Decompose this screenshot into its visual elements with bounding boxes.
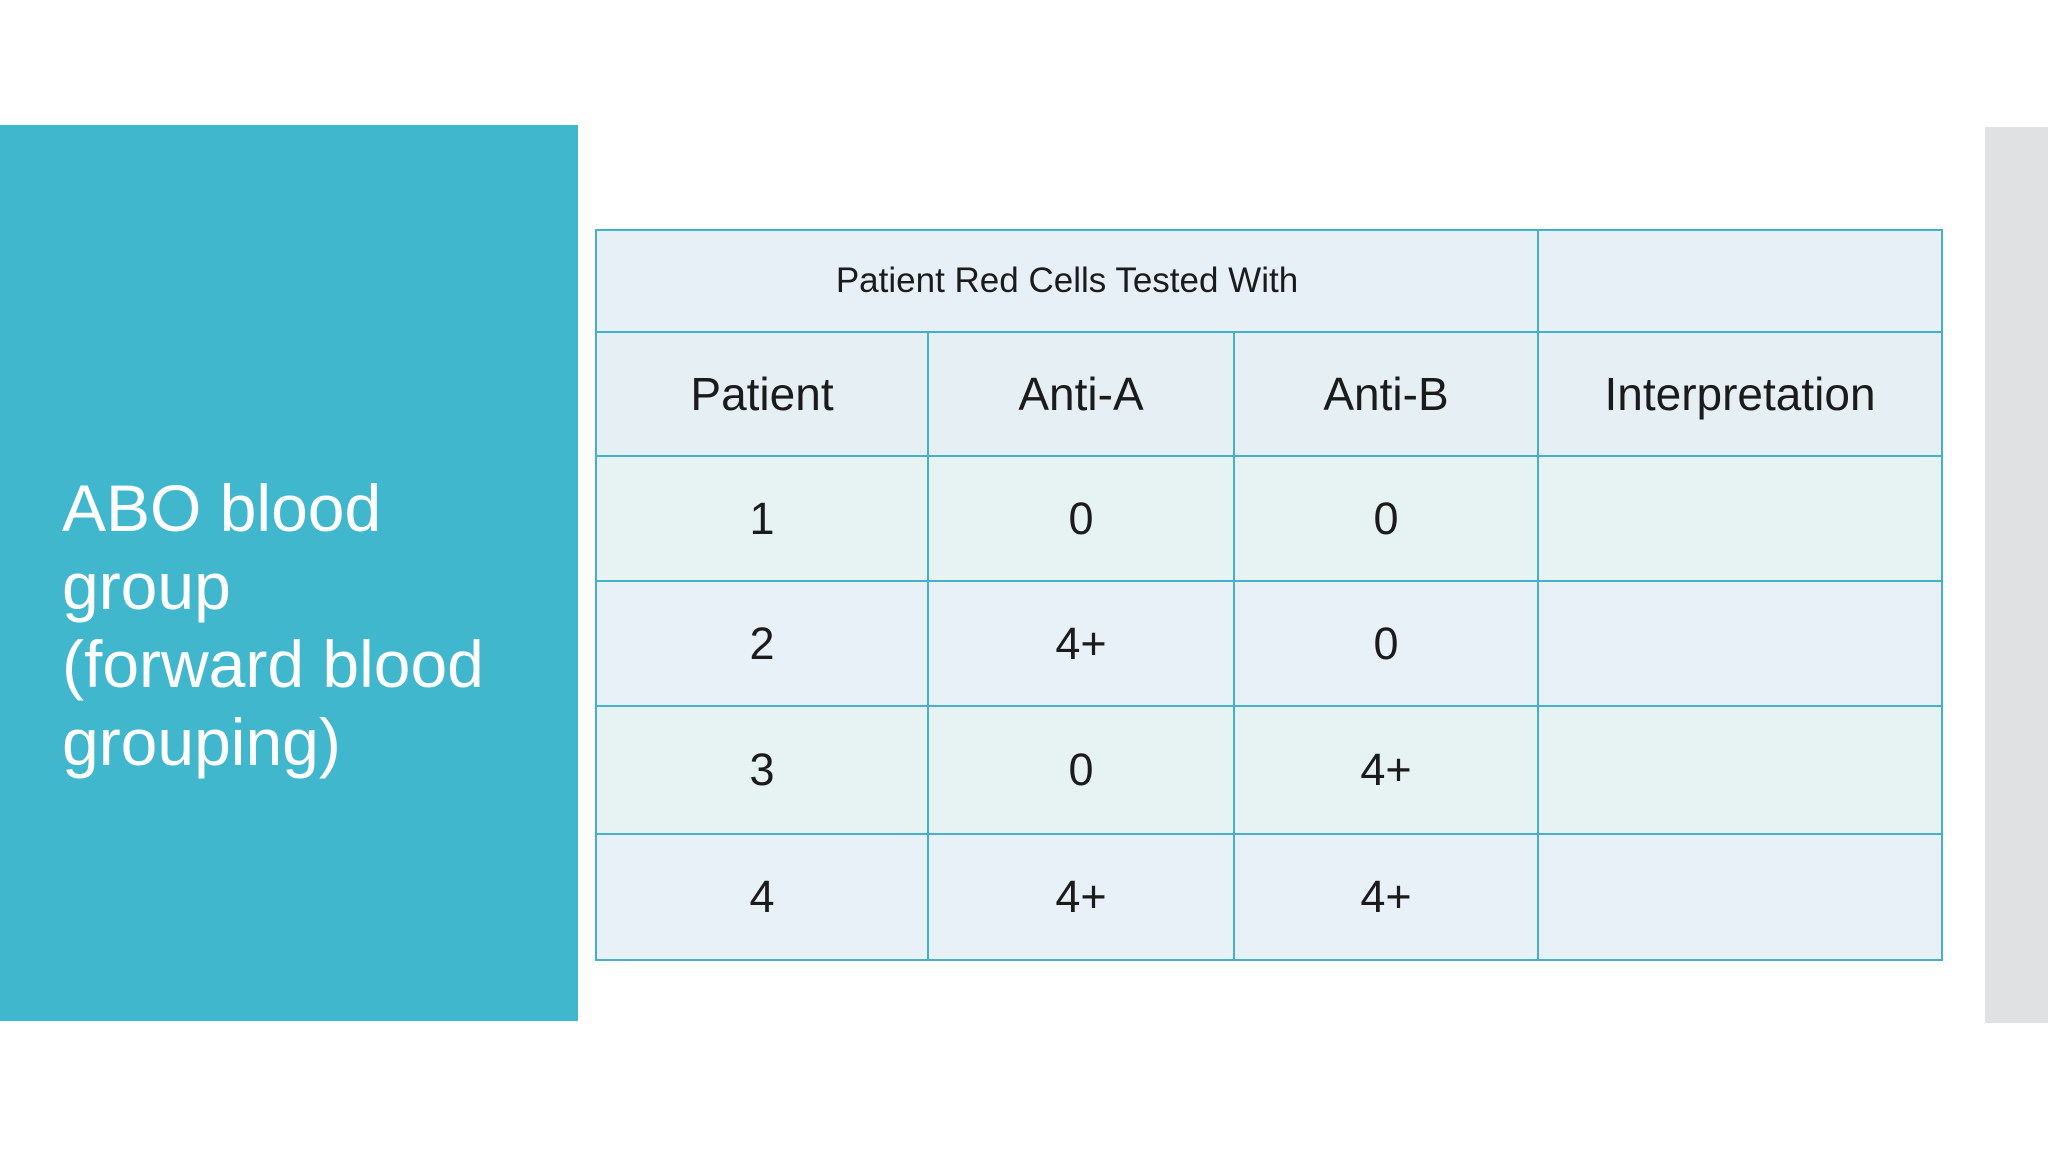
table-row-patient-1: 1 0 0: [595, 455, 1944, 582]
cell-patient-number: 2: [595, 580, 929, 707]
cell-anti-a-result: 0: [927, 705, 1235, 835]
cell-anti-b-result: 0: [1232, 580, 1540, 707]
table-row-column-headers: Patient Anti-A Anti-B Interpretation: [595, 331, 1944, 457]
cell-anti-a-result: 4+: [927, 580, 1235, 707]
span-header-cell: Patient Red Cells Tested With: [594, 229, 1540, 333]
slide-title: ABO blood group (forward blood grouping): [62, 469, 562, 781]
blood-group-table: Patient Red Cells Tested With Patient An…: [594, 229, 1944, 961]
slide-title-line: grouping): [62, 705, 341, 779]
cell-anti-a-result: 0: [927, 455, 1235, 582]
cell-interpretation: [1537, 580, 1944, 707]
title-sidebar: ABO blood group (forward blood grouping): [0, 125, 578, 1021]
cell-anti-a-result: 4+: [927, 833, 1235, 961]
span-header-corner-cell: [1537, 229, 1944, 333]
cell-patient-number: 3: [595, 705, 929, 835]
cell-anti-b-result: 4+: [1232, 705, 1540, 835]
cell-anti-b-result: 0: [1232, 455, 1540, 582]
table-row-patient-4: 4 4+ 4+: [595, 833, 1944, 961]
cell-patient-number: 1: [595, 455, 929, 582]
cell-interpretation: [1537, 455, 1944, 582]
column-header-anti-a: Anti-A: [927, 331, 1235, 457]
column-header-patient: Patient: [595, 331, 929, 457]
column-header-interpretation: Interpretation: [1537, 331, 1944, 457]
table-row-patient-2: 2 4+ 0: [595, 580, 1944, 707]
table-row-span-header: Patient Red Cells Tested With: [594, 229, 1944, 333]
cell-interpretation: [1537, 705, 1944, 835]
slide-title-line: group: [62, 549, 231, 623]
cell-interpretation: [1537, 833, 1944, 961]
right-accent-strip: [1985, 127, 2048, 1023]
column-header-anti-b: Anti-B: [1232, 331, 1540, 457]
slide-title-line: (forward blood: [62, 627, 484, 701]
table-row-patient-3: 3 0 4+: [595, 705, 1944, 835]
cell-patient-number: 4: [595, 833, 929, 961]
cell-anti-b-result: 4+: [1232, 833, 1540, 961]
slide-title-line: ABO blood: [62, 471, 382, 545]
